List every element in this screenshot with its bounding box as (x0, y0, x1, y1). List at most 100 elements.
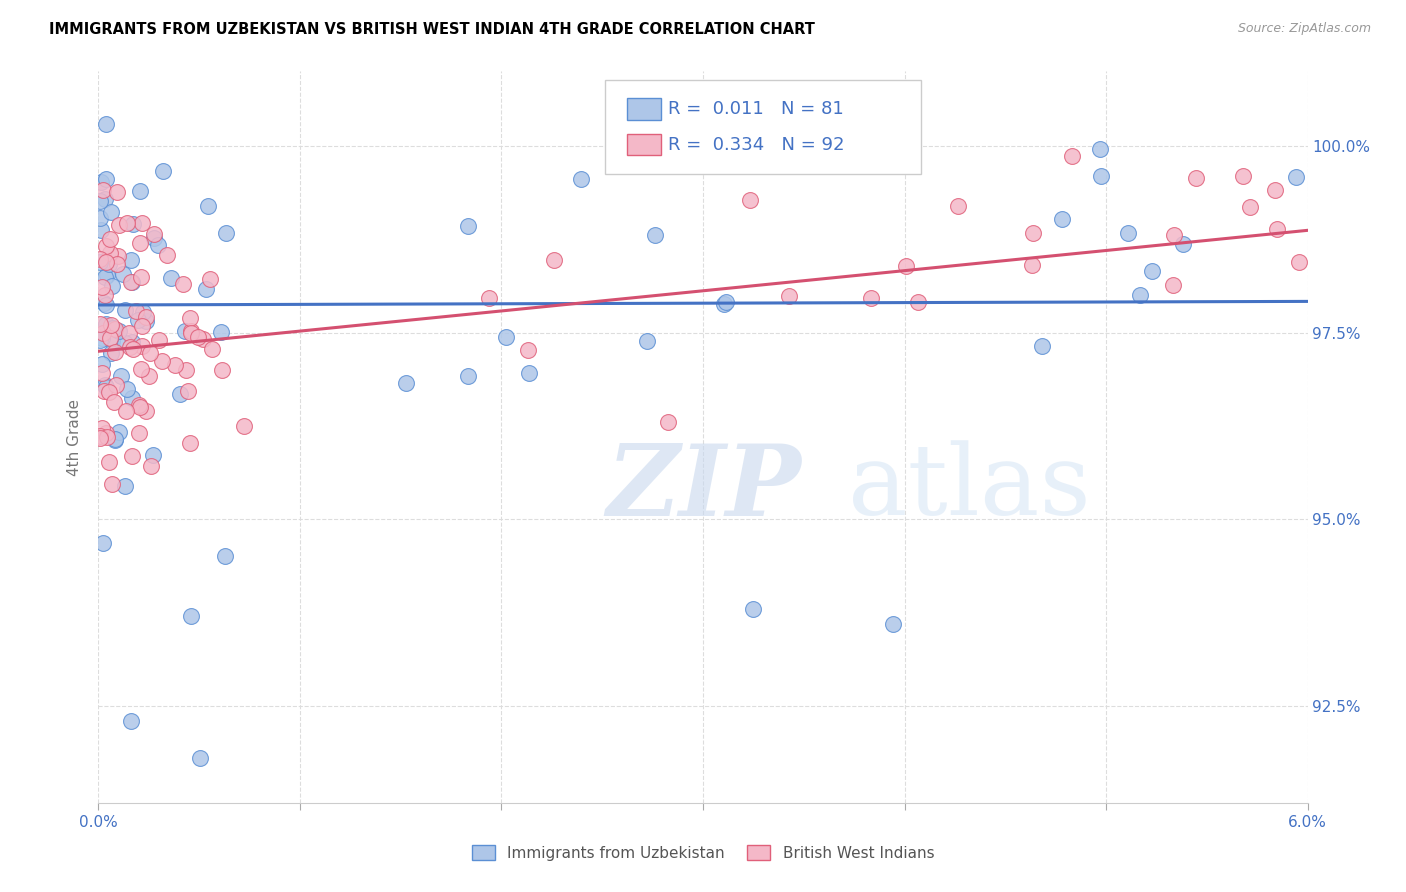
Point (91, 421, 114, 435)
Point (1173, 236, 1195, 251)
Point (172, 277, 194, 292)
Point (98, 331, 121, 345)
Point (644, 227, 666, 242)
Point (89, 334, 111, 348)
Point (91, 367, 114, 381)
Point (128, 398, 150, 412)
Point (169, 386, 191, 401)
Point (1264, 183, 1286, 197)
Point (89, 211, 111, 225)
Point (114, 303, 136, 318)
Point (163, 358, 186, 372)
Point (177, 384, 200, 399)
Point (478, 291, 501, 305)
Point (129, 269, 152, 284)
Point (129, 184, 152, 198)
Text: Source: ZipAtlas.com: Source: ZipAtlas.com (1237, 22, 1371, 36)
Point (1050, 212, 1073, 227)
Point (636, 334, 658, 348)
Point (122, 342, 145, 356)
Point (1129, 288, 1152, 302)
Point (120, 252, 142, 267)
Point (132, 304, 155, 318)
Point (948, 199, 970, 213)
Point (543, 252, 565, 267)
Point (98, 232, 121, 246)
Point (105, 185, 128, 199)
Point (101, 278, 124, 293)
Point (1239, 200, 1261, 214)
Point (907, 295, 929, 310)
Point (859, 291, 882, 305)
Point (108, 425, 131, 439)
Point (209, 326, 232, 340)
Point (89, 255, 111, 269)
Point (141, 448, 163, 462)
Point (176, 363, 198, 377)
Point (156, 248, 179, 262)
Point (115, 382, 138, 396)
Point (395, 376, 418, 390)
Text: atlas: atlas (848, 441, 1091, 536)
Point (160, 271, 183, 285)
Point (104, 345, 127, 359)
Point (135, 314, 157, 328)
Point (211, 363, 233, 377)
Point (569, 171, 592, 186)
Point (118, 326, 141, 340)
Point (150, 353, 173, 368)
Point (93, 192, 115, 206)
Point (128, 400, 150, 414)
Point (105, 257, 128, 271)
Point (125, 303, 148, 318)
Point (714, 295, 737, 310)
Point (104, 432, 127, 446)
Point (129, 236, 152, 251)
Point (94, 425, 117, 440)
Point (103, 394, 125, 409)
Point (457, 219, 479, 233)
Point (516, 343, 538, 358)
Point (98, 257, 121, 271)
Point (1161, 278, 1184, 293)
Text: R =  0.011   N = 81: R = 0.011 N = 81 (668, 100, 844, 118)
Point (100, 318, 122, 332)
Point (179, 436, 201, 450)
Point (91, 535, 114, 549)
Point (1022, 227, 1045, 241)
Point (93, 378, 115, 392)
Point (89, 252, 111, 267)
Point (94, 117, 117, 131)
Point (112, 267, 135, 281)
Point (94, 380, 117, 394)
Point (742, 601, 765, 615)
Point (1142, 264, 1164, 278)
Point (120, 275, 142, 289)
Point (100, 477, 122, 491)
Point (89, 429, 111, 443)
Point (90, 223, 112, 237)
Point (1116, 226, 1139, 240)
Point (94, 172, 117, 186)
Point (121, 449, 143, 463)
Point (195, 282, 218, 296)
Point (93, 296, 115, 310)
Point (180, 326, 202, 341)
Point (121, 714, 143, 728)
Point (91, 331, 114, 345)
Point (191, 332, 214, 346)
Point (1062, 149, 1084, 163)
Point (148, 237, 170, 252)
Point (882, 616, 904, 631)
Point (1185, 170, 1208, 185)
Point (1285, 170, 1308, 185)
Point (90, 175, 112, 189)
Point (100, 246, 122, 260)
Point (179, 311, 201, 326)
Point (127, 312, 149, 326)
Point (197, 199, 219, 213)
Point (135, 404, 157, 418)
Point (517, 366, 540, 380)
Point (104, 378, 127, 392)
Legend: Immigrants from Uzbekistan, British West Indians: Immigrants from Uzbekistan, British West… (464, 838, 942, 868)
